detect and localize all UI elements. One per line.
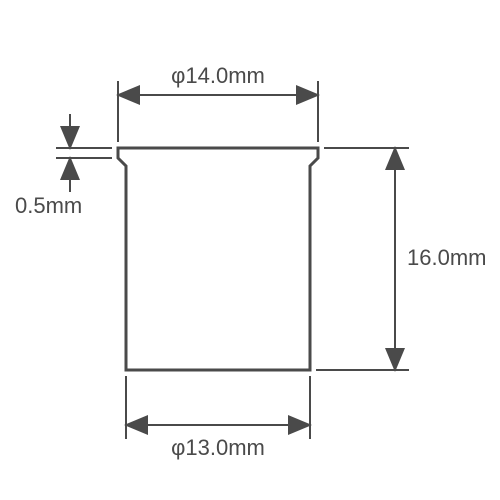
dim-height: 16.0mm [407,245,486,270]
dim-bottom-diameter: φ13.0mm [171,435,265,460]
dim-flange-thickness: 0.5mm [15,193,82,218]
part-outline [118,148,318,370]
dim-top-diameter: φ14.0mm [171,63,265,88]
